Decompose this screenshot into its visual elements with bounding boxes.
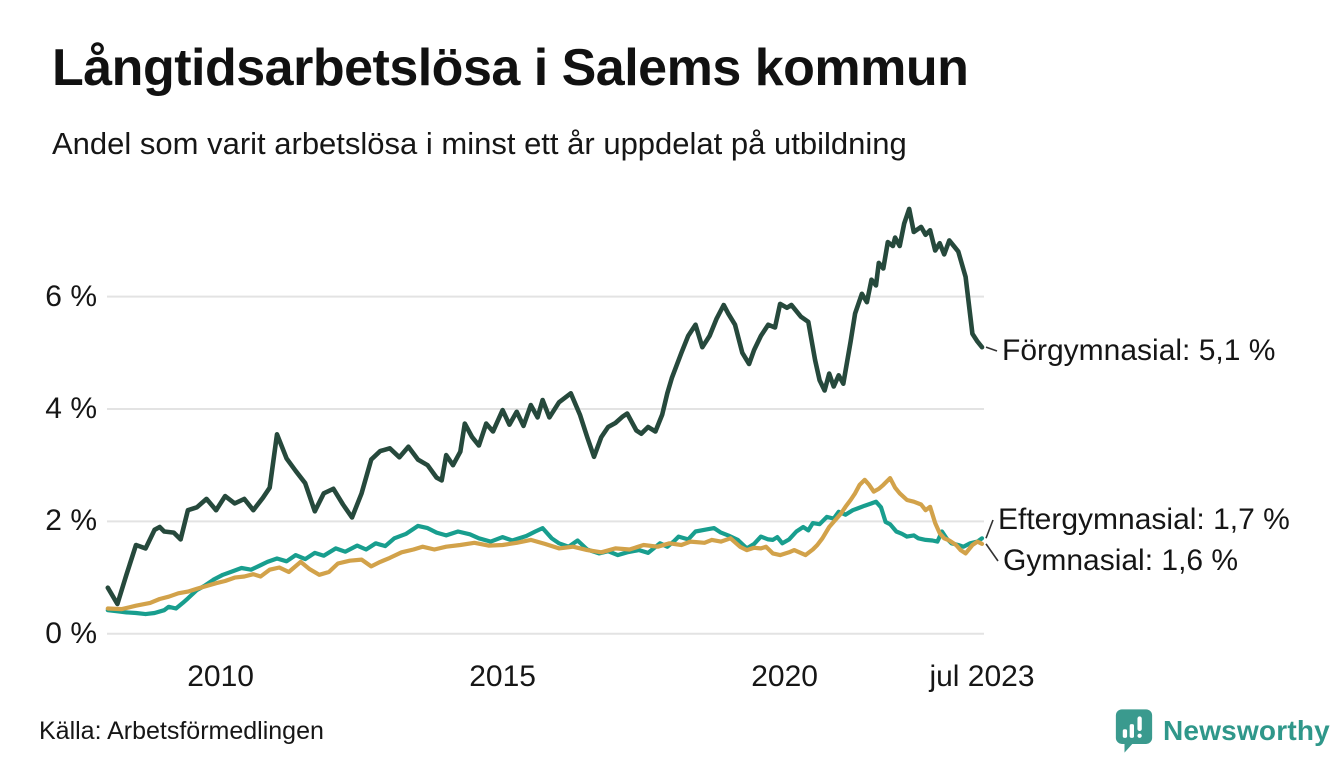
series-line-eftergymnasial <box>105 499 985 617</box>
page-subtitle: Andel som varit arbetslösa i minst ett å… <box>52 126 907 161</box>
source-note: Källa: Arbetsförmedlingen <box>39 717 324 745</box>
annotation-connector <box>985 519 994 539</box>
x-tick-label: 2010 <box>187 660 254 693</box>
newsworthy-wordmark: Newsworthy <box>1163 715 1330 746</box>
series-annotation-gymnasial: Gymnasial: 1,6 % <box>1003 544 1239 577</box>
page-title: Långtidsarbetslösa i Salems kommun <box>52 39 969 97</box>
y-tick-label: 4 % <box>45 392 97 425</box>
newsworthy-icon <box>1115 709 1153 753</box>
x-tick-label: 2015 <box>469 660 536 693</box>
y-tick-label: 6 % <box>45 279 97 313</box>
newsworthy-logo[interactable]: Newsworthy <box>1115 708 1330 754</box>
series-line-gymnasial <box>105 476 985 612</box>
annotation-connector <box>985 346 998 352</box>
y-tick-label: 0 % <box>45 616 97 650</box>
x-tick-label: 2020 <box>751 660 818 693</box>
series-annotation-frgymnasial: Förgymnasial: 5,1 % <box>1002 334 1276 367</box>
series-line-frgymnasial <box>105 206 985 607</box>
x-tick-label: jul 2023 <box>929 660 1035 693</box>
y-tick-label: 2 % <box>45 504 97 538</box>
annotation-connector <box>985 543 999 562</box>
series-annotation-eftergymnasial: Eftergymnasial: 1,7 % <box>998 503 1290 536</box>
